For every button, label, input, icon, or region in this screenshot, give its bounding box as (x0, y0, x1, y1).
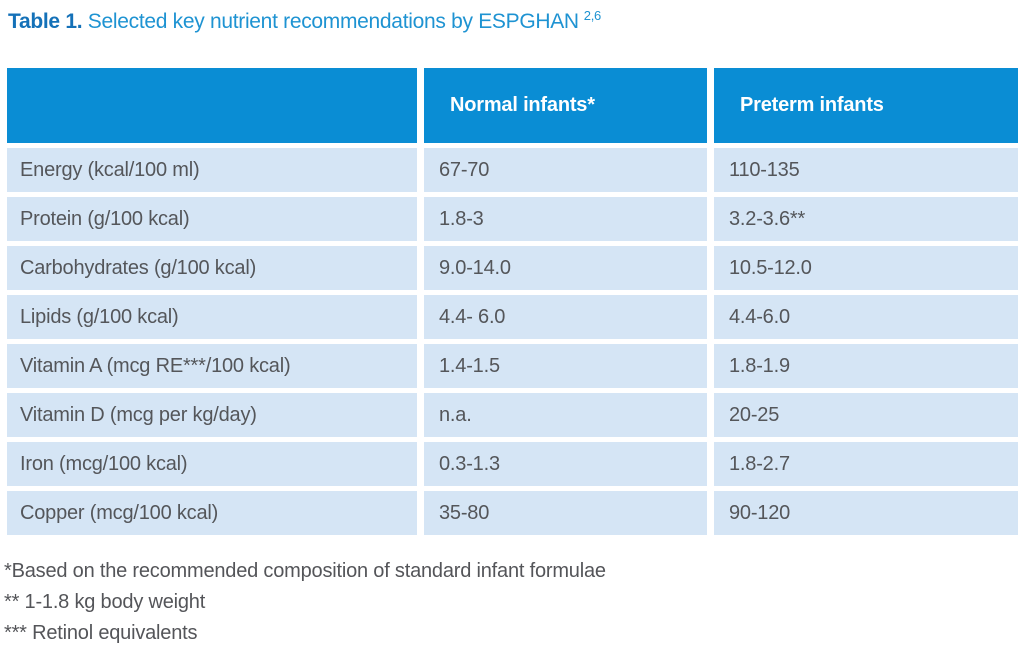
footnotes: *Based on the recommended composition of… (4, 556, 606, 649)
table-title-text: Selected key nutrient recommendations by… (82, 10, 579, 33)
row-vitamin-d-preterm-value: 20-25 (714, 393, 1018, 437)
table-title: Table 1. Selected key nutrient recommend… (8, 8, 601, 34)
row-carbohydrates-label: Carbohydrates (g/100 kcal) (7, 246, 417, 290)
row-vitamin-d-label: Vitamin D (mcg per kg/day) (7, 393, 417, 437)
row-iron-label: Iron (mcg/100 kcal) (7, 442, 417, 486)
row-iron-preterm-value: 1.8-2.7 (714, 442, 1018, 486)
row-lipids-preterm-value: 4.4-6.0 (714, 295, 1018, 339)
footnote-standard-formulae: *Based on the recommended composition of… (4, 560, 606, 582)
row-vitamin-d-normal-value: n.a. (424, 393, 707, 437)
row-energy-label: Energy (kcal/100 ml) (7, 148, 417, 192)
row-copper-preterm-value: 90-120 (714, 491, 1018, 535)
row-copper-label: Copper (mcg/100 kcal) (7, 491, 417, 535)
table-title-number: Table 1. (8, 10, 83, 33)
row-protein-label: Protein (g/100 kcal) (7, 197, 417, 241)
row-protein-normal-value: 1.8-3 (424, 197, 707, 241)
row-copper-normal-value: 35-80 (424, 491, 707, 535)
row-vitamin-a-label: Vitamin A (mcg RE***/100 kcal) (7, 344, 417, 388)
row-vitamin-a-preterm-value: 1.8-1.9 (714, 344, 1018, 388)
row-vitamin-a-normal-value: 1.4-1.5 (424, 344, 707, 388)
header-cell-nutrient (7, 68, 417, 143)
row-protein-preterm-value: 3.2-3.6** (714, 197, 1018, 241)
row-lipids-normal-value: 4.4- 6.0 (424, 295, 707, 339)
row-carbohydrates-normal-value: 9.0-14.0 (424, 246, 707, 290)
table-title-superscript: 2,6 (583, 8, 601, 23)
footnote-retinol-equivalents: *** Retinol equivalents (4, 622, 198, 644)
footnote-body-weight: ** 1-1.8 kg body weight (4, 591, 206, 613)
header-cell-preterm-infants: Preterm infants (714, 68, 1018, 143)
row-carbohydrates-preterm-value: 10.5-12.0 (714, 246, 1018, 290)
header-cell-normal-infants: Normal infants* (424, 68, 707, 143)
row-iron-normal-value: 0.3-1.3 (424, 442, 707, 486)
row-energy-preterm-value: 110-135 (714, 148, 1018, 192)
nutrient-table: Normal infants* Preterm infants Energy (… (7, 68, 1018, 535)
row-lipids-label: Lipids (g/100 kcal) (7, 295, 417, 339)
row-energy-normal-value: 67-70 (424, 148, 707, 192)
